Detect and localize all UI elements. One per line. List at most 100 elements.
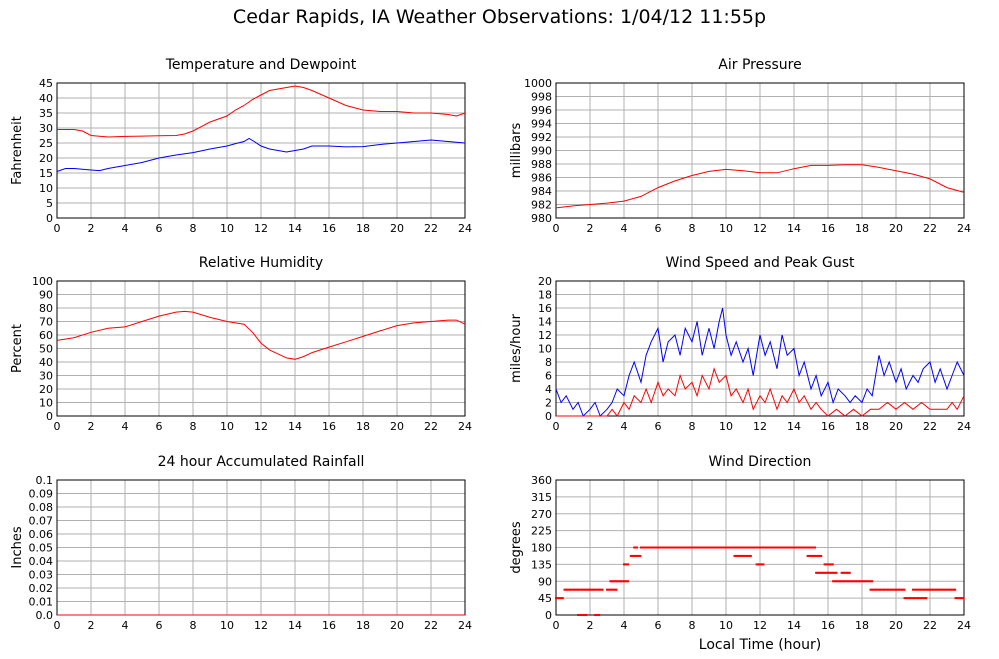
y-axis-label: Fahrenheit [10,116,25,185]
data-point [679,546,682,549]
data-point [806,554,809,557]
data-point [571,588,574,591]
data-point [786,546,789,549]
y-tick-label: 0.0 [36,609,54,622]
data-point [746,546,749,549]
x-tick-label: 0 [54,619,61,632]
data-point [867,580,870,583]
chart-title: Air Pressure [718,57,801,73]
data-point [923,597,926,600]
data-point [650,546,653,549]
y-tick-label: 6 [545,370,552,383]
data-point [826,563,829,566]
data-point [855,580,858,583]
y-tick-label: 315 [531,491,552,504]
data-point [837,580,840,583]
y-tick-label: 10 [39,182,53,195]
data-point [578,588,581,591]
x-tick-label: 12 [753,619,767,632]
data-point [674,546,676,549]
y-axis-label: miles/hour [509,313,524,382]
x-tick-label: 8 [689,222,696,235]
data-point [635,554,638,557]
data-point [824,563,827,566]
data-point [796,546,799,549]
data-point [634,546,637,549]
x-tick-label: 0 [553,222,560,235]
x-tick-label: 22 [424,619,438,632]
data-point [607,588,610,591]
data-point [958,597,961,600]
series-line-1 [555,307,965,417]
data-point [589,588,592,591]
data-point [895,588,898,591]
data-point [648,546,651,549]
plot-frame [555,82,965,219]
data-point [725,546,728,549]
x-tick-label: 4 [621,619,628,632]
x-tick-label: 10 [719,222,733,235]
data-point [714,546,717,549]
data-point [872,588,875,591]
series-line-2 [56,137,466,172]
x-tick-label: 6 [655,222,662,235]
data-point [893,588,896,591]
data-point [577,614,580,616]
data-point [952,588,955,591]
data-point [652,546,655,549]
data-point [906,597,909,600]
y-tick-label: 0 [545,410,552,423]
data-point [770,546,773,549]
x-tick-label: 14 [787,222,801,235]
x-tick-label: 0 [54,222,61,235]
x-tick-label: 8 [689,619,696,632]
data-point [782,546,785,549]
data-point [594,614,597,616]
x-tick-label: 10 [719,619,733,632]
data-point [557,597,560,600]
data-point [708,546,710,549]
y-tick-label: 0.03 [29,569,54,582]
data-point [653,546,656,549]
x-tick-label: 8 [190,619,197,632]
x-tick-label: 6 [655,420,662,433]
data-point [620,580,623,583]
data-point [766,546,769,549]
data-point [683,546,686,549]
data-point [748,546,751,549]
data-point [922,597,925,600]
data-point [829,563,832,566]
y-tick-label: 2 [545,397,552,410]
y-tick-label: 30 [39,370,53,383]
data-point [841,571,844,574]
data-point [774,546,777,549]
data-point [810,546,812,549]
x-tick-label: 4 [122,222,129,235]
data-point [694,546,697,549]
data-point [856,580,859,583]
data-point [573,588,576,591]
y-tick-label: 80 [39,302,53,315]
data-point [627,580,630,583]
data-point [771,546,774,549]
x-tick-label: 20 [889,420,903,433]
data-point [931,588,934,591]
data-point [792,546,795,549]
data-point [790,546,793,549]
data-point [799,546,802,549]
data-point [722,546,725,549]
data-point [899,588,902,591]
y-tick-label: 0.02 [29,582,54,595]
data-point [661,546,664,549]
data-point [950,588,953,591]
x-tick-label: 14 [787,420,801,433]
data-point [706,546,709,549]
data-point [743,554,746,557]
data-point [585,614,588,616]
data-point [880,588,883,591]
series-line-1 [56,310,466,360]
x-tick-label: 12 [753,420,767,433]
data-point [705,546,708,549]
y-tick-label: 992 [531,131,552,144]
